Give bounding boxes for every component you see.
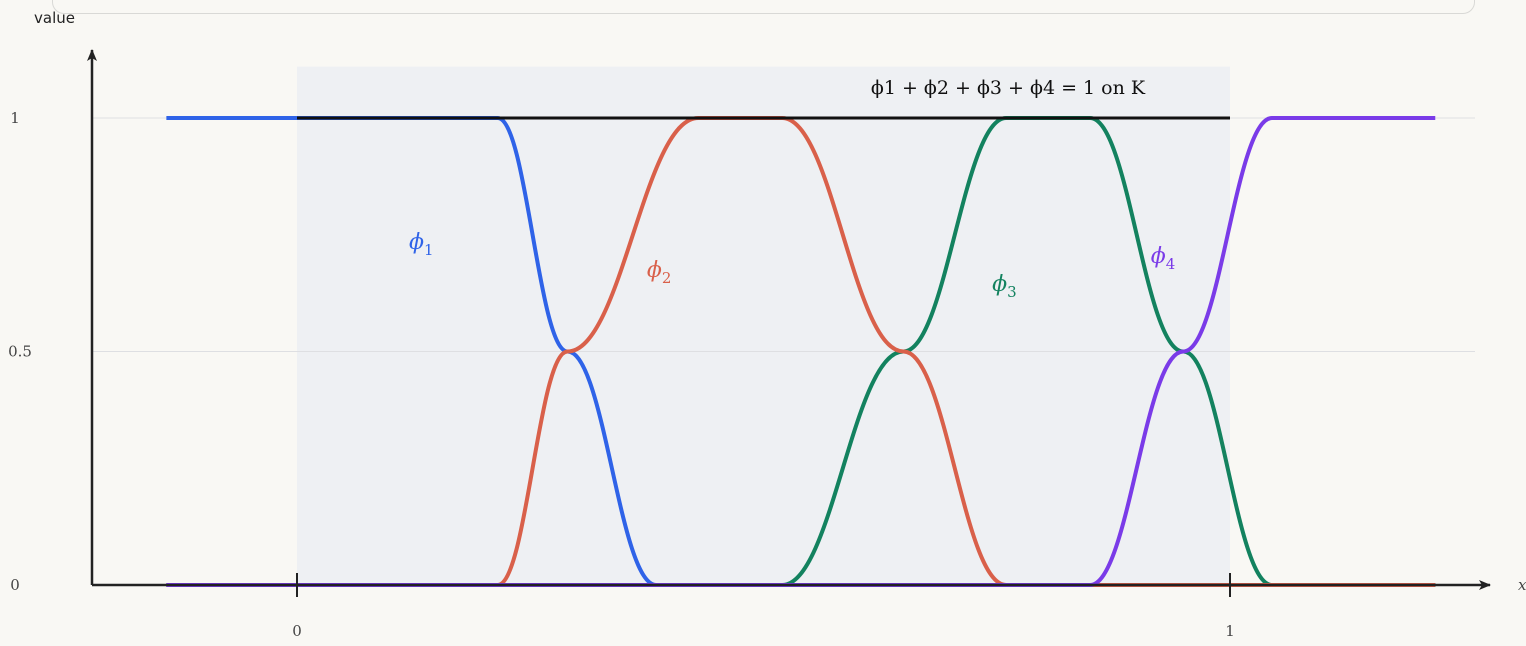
domain-k-region bbox=[297, 66, 1230, 585]
y-tick-label: 0.5 bbox=[8, 343, 32, 361]
x-tick-label: 0 bbox=[292, 622, 302, 640]
x-axis-title: x bbox=[1518, 576, 1526, 594]
series-label-phi1: ϕ1 bbox=[409, 230, 434, 259]
series-label-phi4: ϕ4 bbox=[1151, 244, 1176, 273]
y-tick-label: 0 bbox=[10, 576, 20, 594]
y-axis-title: value bbox=[34, 9, 75, 27]
x-tick-label: 1 bbox=[1225, 622, 1235, 640]
sum-annotation: ϕ1 + ϕ2 + ϕ3 + ϕ4 = 1 on K bbox=[871, 77, 1146, 99]
series-label-phi2: ϕ2 bbox=[647, 258, 672, 287]
series-label-phi3: ϕ3 bbox=[992, 272, 1017, 301]
y-tick-label: 1 bbox=[10, 109, 20, 127]
